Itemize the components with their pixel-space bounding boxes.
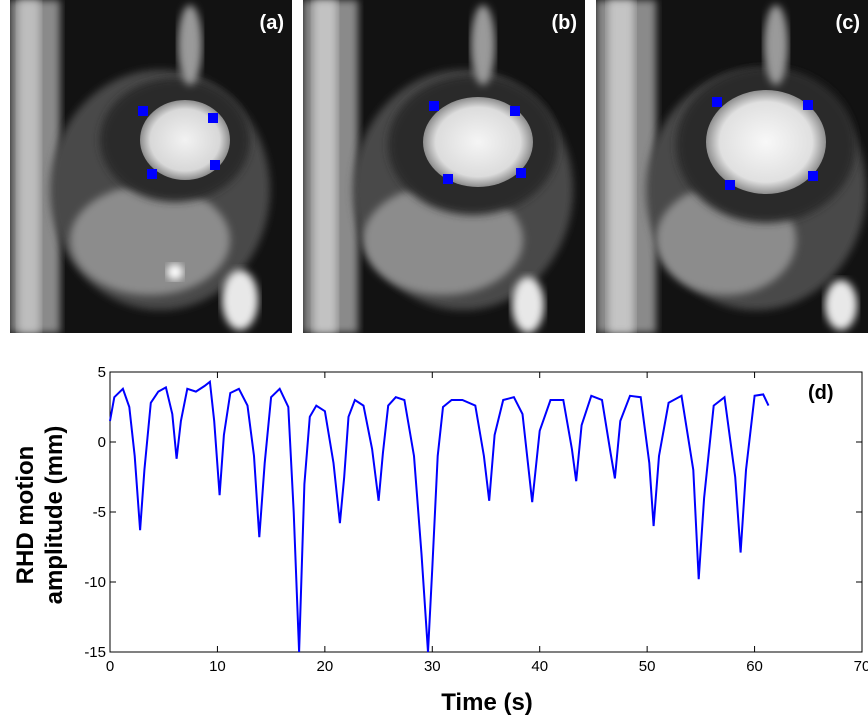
y-axis-title-line1: RHD motion [12, 446, 39, 585]
series-line-rhd-motion [109, 379, 770, 653]
panel-label-d: (d) [808, 382, 834, 404]
landmark-marker [803, 100, 813, 110]
mri-panel-a: (a) [10, 0, 292, 333]
mri-panel-b: (b) [303, 0, 585, 333]
landmark-marker [210, 160, 220, 170]
x-tick-label: 60 [746, 658, 763, 675]
landmark-marker [429, 101, 439, 111]
mri-image-a [10, 0, 292, 333]
y-axis-title-line2: amplitude (mm) [41, 426, 68, 605]
tick-marks [109, 371, 863, 653]
mri-panel-c: (c) [596, 0, 868, 333]
landmark-marker [510, 106, 520, 116]
plot-box [109, 371, 863, 653]
x-tick-label: 30 [424, 658, 441, 675]
landmark-marker [147, 169, 157, 179]
mri-image-b [303, 0, 585, 333]
panel-label-a: (a) [259, 12, 284, 34]
landmark-marker [138, 106, 148, 116]
x-tick-label: 70 [854, 658, 868, 675]
landmark-marker [208, 113, 218, 123]
y-tick-label: 5 [98, 364, 106, 381]
y-tick-label: -10 [84, 574, 106, 591]
panel-label-b: (b) [551, 12, 577, 34]
x-tick-label: 50 [639, 658, 656, 675]
x-axis-title: Time (s) [441, 689, 533, 716]
landmark-marker [443, 174, 453, 184]
x-tick-label: 20 [317, 658, 334, 675]
panel-label-c: (c) [835, 12, 860, 34]
x-tick-label: 10 [209, 658, 226, 675]
y-tick-label: 0 [98, 434, 106, 451]
y-tick-labels: 5 0 -5 -10 -15 [84, 364, 106, 661]
y-tick-label: -5 [93, 504, 106, 521]
landmark-marker [516, 168, 526, 178]
x-tick-labels: 0 10 20 30 40 50 60 70 [106, 658, 868, 675]
motion-chart: 0 10 20 30 40 50 60 70 50-5-10-15 (d) Time (s) … [12, 364, 868, 716]
x-tick-label: 40 [531, 658, 548, 675]
landmark-marker [808, 171, 818, 181]
mri-image-c [596, 0, 868, 333]
landmark-marker [725, 180, 735, 190]
plot-frame [109, 371, 863, 653]
x-tick-label: 0 [106, 658, 114, 675]
y-tick-label: -15 [84, 644, 106, 661]
landmark-marker [712, 97, 722, 107]
